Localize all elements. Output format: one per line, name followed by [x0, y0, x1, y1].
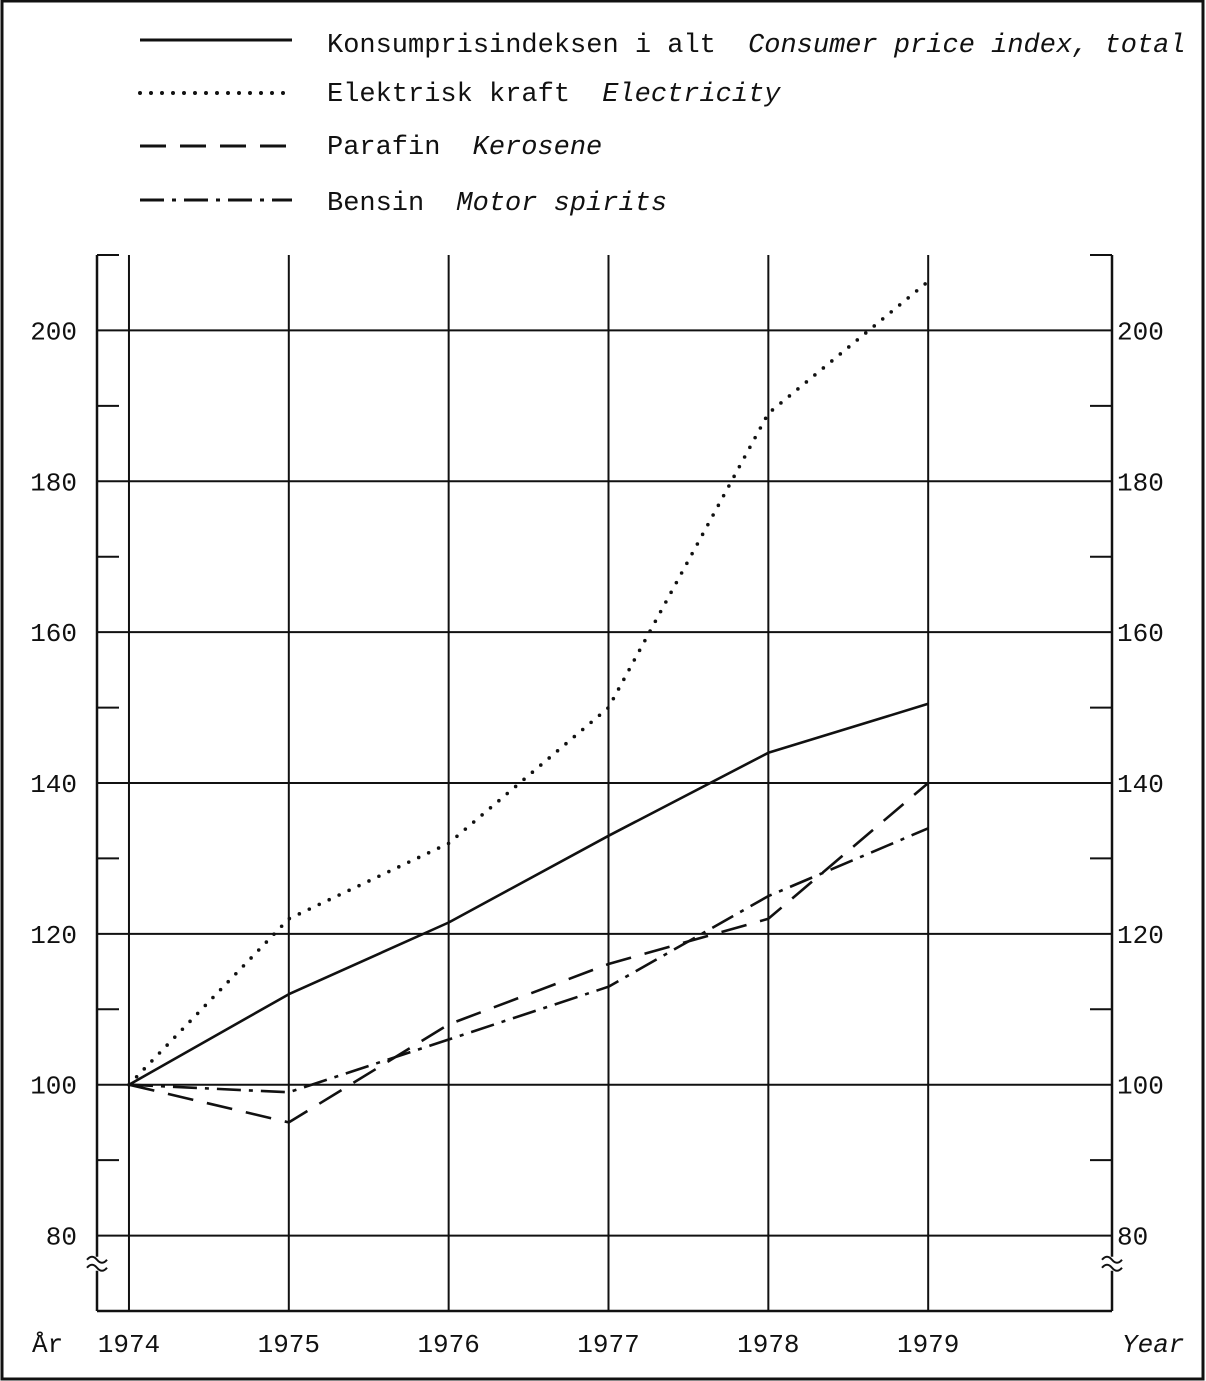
legend-label-cpi: Konsumprisindeksen i alt — [327, 31, 716, 61]
y-tick-label-left-100: 100 — [30, 1072, 77, 1102]
series-lines — [127, 279, 931, 1124]
legend-label-motor-spirits: Bensin — [327, 189, 424, 219]
x-tick-labels: 1974 1975 1976 1977 1978 1979 — [98, 1330, 960, 1360]
x-tick-label-1979: 1979 — [897, 1330, 959, 1360]
svg-text:Konsumprisindeksen i alt: Konsumprisindeksen i alt Consumer price … — [327, 31, 1186, 61]
axis-break-mark-left-0 — [86, 1255, 108, 1264]
y-tick-label-right-100: 100 — [1117, 1072, 1164, 1102]
y-tick-label-left-140: 140 — [30, 770, 77, 800]
svg-text:Parafin Kerosene: Parafin Kerosene — [327, 133, 602, 163]
y-tick-label-left-80: 80 — [46, 1223, 77, 1253]
y-tick-label-right-140: 140 — [1117, 770, 1164, 800]
y-tick-label-right-160: 160 — [1117, 619, 1164, 649]
x-tick-label-1975: 1975 — [258, 1330, 320, 1360]
x-axis-label-right: Year — [1122, 1330, 1184, 1360]
axis-break-mark-left-1 — [86, 1263, 108, 1272]
axis-break-gap-right — [1104, 1256, 1120, 1271]
legend-item-kerosene: Parafin Kerosene — [140, 133, 602, 163]
x-axis-label-left: År — [32, 1330, 63, 1360]
axis-break-mark-right-1 — [1101, 1263, 1123, 1272]
series-line-motor-spirits — [128, 827, 929, 1094]
axes — [86, 254, 1123, 1313]
series-line-kerosene — [128, 782, 930, 1124]
legend-item-cpi: Konsumprisindeksen i alt Consumer price … — [140, 31, 1186, 61]
legend: Konsumprisindeksen i alt Consumer price … — [138, 31, 1186, 219]
legend-label-cpi-en: Consumer price index, total — [748, 31, 1185, 61]
series-line-cpi — [128, 702, 929, 1086]
x-tick-label-1978: 1978 — [737, 1330, 799, 1360]
grid — [97, 255, 1112, 1311]
svg-text:Elektrisk kraft Electr: Elektrisk kraft Electricity — [327, 80, 781, 110]
y-tick-label-right-120: 120 — [1117, 921, 1164, 951]
x-tick-label-1977: 1977 — [577, 1330, 639, 1360]
y-tick-label-left-180: 180 — [30, 468, 77, 498]
y-tick-label-left-200: 200 — [30, 317, 77, 347]
legend-label-electricity: Elektrisk kraft — [327, 80, 570, 110]
svg-text:Bensin Motor spirits: Bensin Motor spirits — [327, 189, 667, 219]
y-tick-labels: 80 80 100 100 120 120 140 140 160 160 180 180 200 200 — [30, 317, 1164, 1252]
y-tick-label-left-160: 160 — [30, 619, 77, 649]
y-tick-label-left-120: 120 — [30, 921, 77, 951]
legend-item-electricity: Elektrisk kraft Electricity — [138, 80, 781, 110]
y-tick-label-right-200: 200 — [1117, 317, 1164, 347]
legend-label-motor-spirits-en: Motor spirits — [456, 189, 667, 219]
axis-break-mark-right-0 — [1101, 1255, 1123, 1264]
y-tick-label-right-180: 180 — [1117, 468, 1164, 498]
legend-label-kerosene-en: Kerosene — [473, 133, 603, 163]
legend-label-kerosene: Parafin — [327, 133, 440, 163]
axis-break-gap-left — [89, 1256, 105, 1271]
legend-label-electricity-en: Electricity — [602, 80, 781, 110]
x-tick-label-1974: 1974 — [98, 1330, 160, 1360]
x-tick-label-1976: 1976 — [417, 1330, 479, 1360]
y-tick-label-right-80: 80 — [1117, 1223, 1148, 1253]
legend-item-motor-spirits: Bensin Motor spirits — [140, 189, 667, 219]
